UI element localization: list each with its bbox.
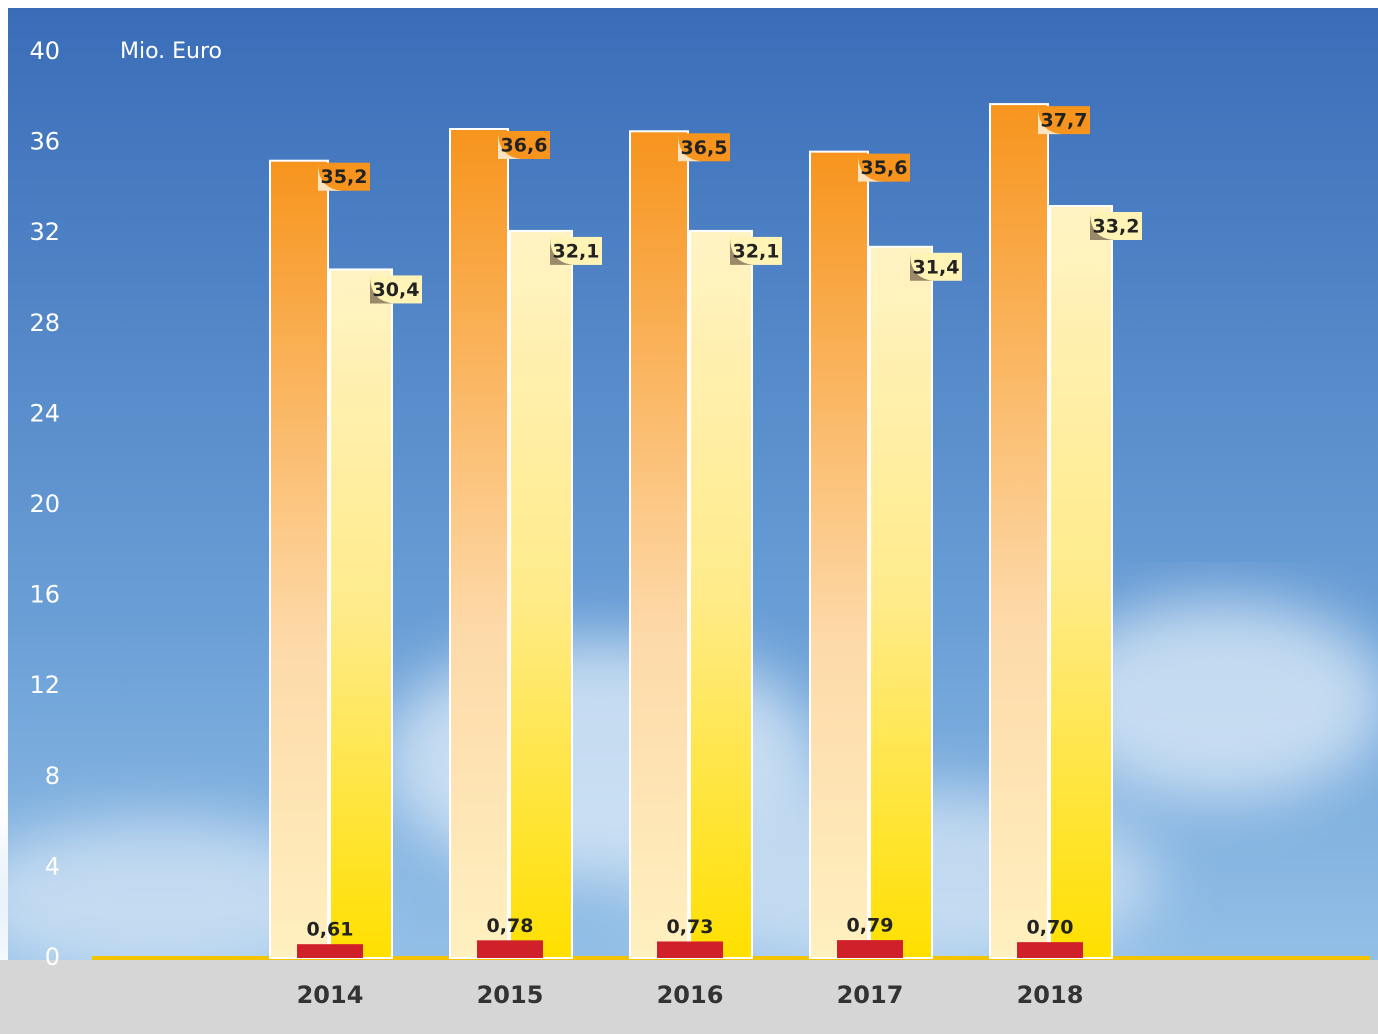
bar [297,944,363,958]
value-label: 35,2 [321,166,368,188]
y-tick-label: 4 [45,852,60,880]
value-label: 31,4 [913,256,960,278]
value-label: 32,1 [733,240,780,262]
label-curl [1090,212,1114,241]
label-curl [550,236,574,265]
y-tick-label: 8 [45,762,60,790]
x-tick-label: 2016 [657,981,724,1009]
y-tick-label: 16 [29,581,60,609]
bar [269,159,329,960]
bar [477,940,543,958]
label-curl [858,153,882,182]
y-tick-label: 24 [29,399,60,427]
label-curl [498,131,522,160]
bar [509,229,573,959]
bar [329,268,393,959]
value-label: 30,4 [373,279,420,301]
value-label: 32,1 [553,240,600,262]
bar [689,229,753,959]
value-label: 0,61 [307,919,354,941]
unit-label: Mio. Euro [120,39,222,64]
bar [657,941,723,958]
y-tick-label: 40 [29,37,60,65]
footer-band [0,960,1378,1034]
x-tick-label: 2014 [297,981,364,1009]
y-tick-label: 12 [29,671,60,699]
bar [1049,205,1113,959]
value-label: 33,2 [1093,216,1140,238]
bar [449,128,509,959]
label-curl [730,236,754,265]
bar [1017,942,1083,958]
bar [809,150,869,960]
value-label: 35,6 [861,157,908,179]
value-label: 36,5 [681,137,728,159]
y-tick-label: 20 [29,490,60,518]
value-label: 37,7 [1041,110,1088,132]
x-tick-label: 2015 [477,981,544,1009]
label-curl [910,252,934,281]
y-tick-label: 0 [45,943,60,971]
x-tick-label: 2018 [1017,981,1084,1009]
value-label: 0,73 [667,916,714,938]
value-label: 0,79 [847,915,894,937]
label-curl [370,275,394,304]
value-label: 0,70 [1027,917,1074,939]
bar [629,130,689,959]
x-tick-label: 2017 [837,981,904,1009]
y-tick-label: 32 [29,218,60,246]
label-curl [678,133,702,162]
bar [837,940,903,958]
bar [989,103,1049,960]
value-label: 36,6 [501,135,548,157]
y-tick-label: 28 [29,309,60,337]
label-curl [1038,106,1062,135]
y-tick-label: 36 [29,128,60,156]
label-curl [318,162,342,191]
value-label: 0,78 [487,915,534,937]
bar [869,245,933,960]
